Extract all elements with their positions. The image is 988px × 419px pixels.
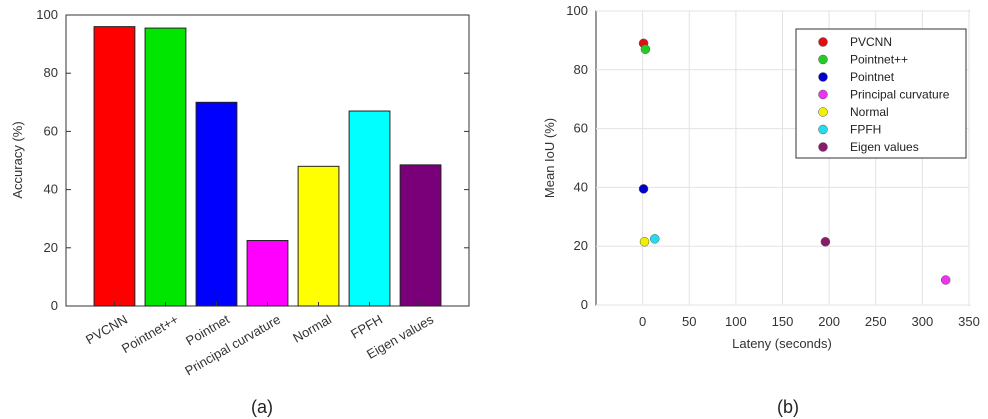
legend-marker-eigen-values (818, 142, 828, 152)
legend-label-normal: Normal (850, 105, 889, 119)
bar-y-tick-label: 80 (44, 65, 58, 80)
bar-pvcnn (93, 26, 136, 307)
point-fpfh (649, 234, 660, 244)
scatter-x-tick-label: 350 (958, 314, 980, 329)
point-principal-curvature (940, 275, 951, 285)
bar-x-tick-label-pointnet: Pointnet++ (119, 312, 181, 356)
legend-marker-pointnet (818, 72, 828, 82)
bar-pointnet (144, 27, 187, 307)
caption-a: (a) (251, 397, 273, 417)
legend-label-pointnet: Pointnet++ (850, 53, 908, 67)
scatter-y-tick-label: 0 (581, 297, 588, 312)
scatter-x-tick-label: 250 (865, 314, 887, 329)
scatter-x-tick-label: 200 (818, 314, 840, 329)
scatter-x-tick-label: 150 (772, 314, 794, 329)
scatter-y-tick-label: 20 (574, 238, 588, 253)
scatter-x-tick-label: 50 (682, 314, 696, 329)
bar-y-tick-label: 20 (44, 240, 58, 255)
scatter-legend: PVCNN Pointnet++ Pointnet Principal curvatu… (795, 28, 967, 159)
legend-marker-principal-curvature (818, 89, 828, 100)
bar-y-tick-label: 0 (51, 298, 58, 313)
caption-b: (b) (777, 397, 799, 417)
scatter-y-tick-label: 100 (566, 3, 588, 18)
bar-x-tick-label-fpfh: FPFH (348, 312, 385, 342)
scatter-y-tick-label: 80 (574, 62, 588, 77)
bar-principal-curvature (246, 240, 289, 307)
scatter-x-axis-label: Lateny (seconds) (732, 336, 832, 351)
legend-label-principal-curvature: Principal curvature (850, 88, 950, 102)
point-normal (639, 237, 650, 247)
legend-marker-pointnet (818, 54, 828, 65)
bar-fpfh (348, 110, 391, 307)
legend-label-pointnet: Pointnet (850, 70, 895, 84)
point-pointnet (638, 184, 649, 194)
bar-y-tick-label: 100 (36, 7, 58, 22)
legend-label-pvcnn: PVCNN (850, 35, 892, 49)
bar-x-tick-label-normal: Normal (290, 312, 334, 346)
scatter-x-tick-label: 100 (725, 314, 747, 329)
legend-marker-fpfh (818, 124, 828, 135)
legend-label-eigen-values: Eigen values (850, 140, 919, 154)
scatter-x-tick-label: 300 (912, 314, 934, 329)
legend-marker-normal (818, 107, 828, 117)
bar-y-tick-label: 60 (44, 123, 58, 138)
legend-label-fpfh: FPFH (850, 123, 881, 137)
point-eigen-values (820, 237, 831, 247)
bar-y-axis-label: Accuracy (%) (10, 121, 25, 198)
scatter-y-tick-label: 60 (574, 121, 588, 136)
bar-eigen-values (399, 164, 442, 307)
point-pointnet (640, 44, 651, 54)
bar-x-tick-label-principal-curvature: Principal curvature (182, 312, 283, 379)
scatter-y-axis-label: Mean IoU (%) (542, 118, 557, 198)
bar-y-tick-label: 40 (44, 182, 58, 197)
legend-marker-pvcnn (818, 37, 828, 47)
bar-pointnet (195, 101, 238, 307)
scatter-y-tick-label: 40 (574, 179, 588, 194)
scatter-x-tick-label: 0 (639, 314, 646, 329)
bar-normal (297, 165, 340, 307)
scatter-chart-panel: 0 20 40 60 80 100 0 50 100 150 200 250 300 350 Laten… (542, 3, 980, 417)
